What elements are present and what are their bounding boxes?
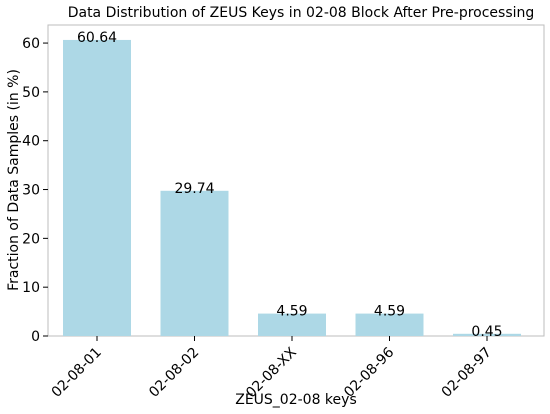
value-label-02-08-XX: 4.59	[276, 304, 307, 320]
y-tick-label-30: 30	[22, 183, 40, 199]
value-label-02-08-01: 60.64	[77, 30, 117, 46]
x-tick-label-02-08-01: 02-08-01	[49, 345, 105, 401]
bar-02-08-XX	[258, 313, 326, 336]
x-axis-label: ZEUS_02-08 keys	[235, 392, 357, 408]
bars-layer: 60.64 29.74 4.59 4.59 0.45	[63, 30, 521, 340]
y-tick-label-50: 50	[22, 85, 40, 101]
value-label-02-08-97: 0.45	[471, 324, 502, 340]
x-tick-label-02-08-97: 02-08-97	[439, 345, 495, 401]
y-tick-label-20: 20	[22, 231, 40, 247]
chart-title: Data Distribution of ZEUS Keys in 02-08 …	[68, 5, 535, 21]
x-tick-label-02-08-02: 02-08-02	[146, 345, 202, 401]
value-label-02-08-02: 29.74	[174, 181, 214, 197]
bar-02-08-02	[160, 190, 229, 336]
bar-02-08-96	[355, 313, 424, 336]
y-tick-label-10: 10	[22, 280, 40, 296]
y-axis-label: Fraction of Data Samples (in %)	[6, 69, 22, 291]
y-axis: 0 10 20 30 40 50 60	[22, 36, 48, 345]
bar-02-08-01	[63, 39, 131, 336]
y-tick-label-0: 0	[31, 329, 40, 345]
bar-02-08-97	[453, 333, 521, 336]
value-label-02-08-96: 4.59	[374, 304, 405, 320]
y-tick-label-40: 40	[22, 134, 40, 150]
y-tick-label-60: 60	[22, 36, 40, 52]
